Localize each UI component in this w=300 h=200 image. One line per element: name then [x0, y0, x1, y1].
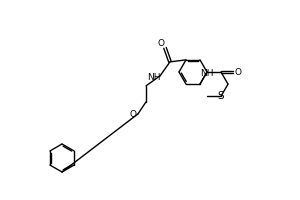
Text: O: O	[130, 110, 136, 119]
Text: O: O	[158, 39, 164, 48]
Text: NH: NH	[147, 73, 161, 82]
Text: NH: NH	[200, 69, 214, 78]
Text: S: S	[218, 91, 224, 101]
Text: O: O	[235, 68, 242, 77]
